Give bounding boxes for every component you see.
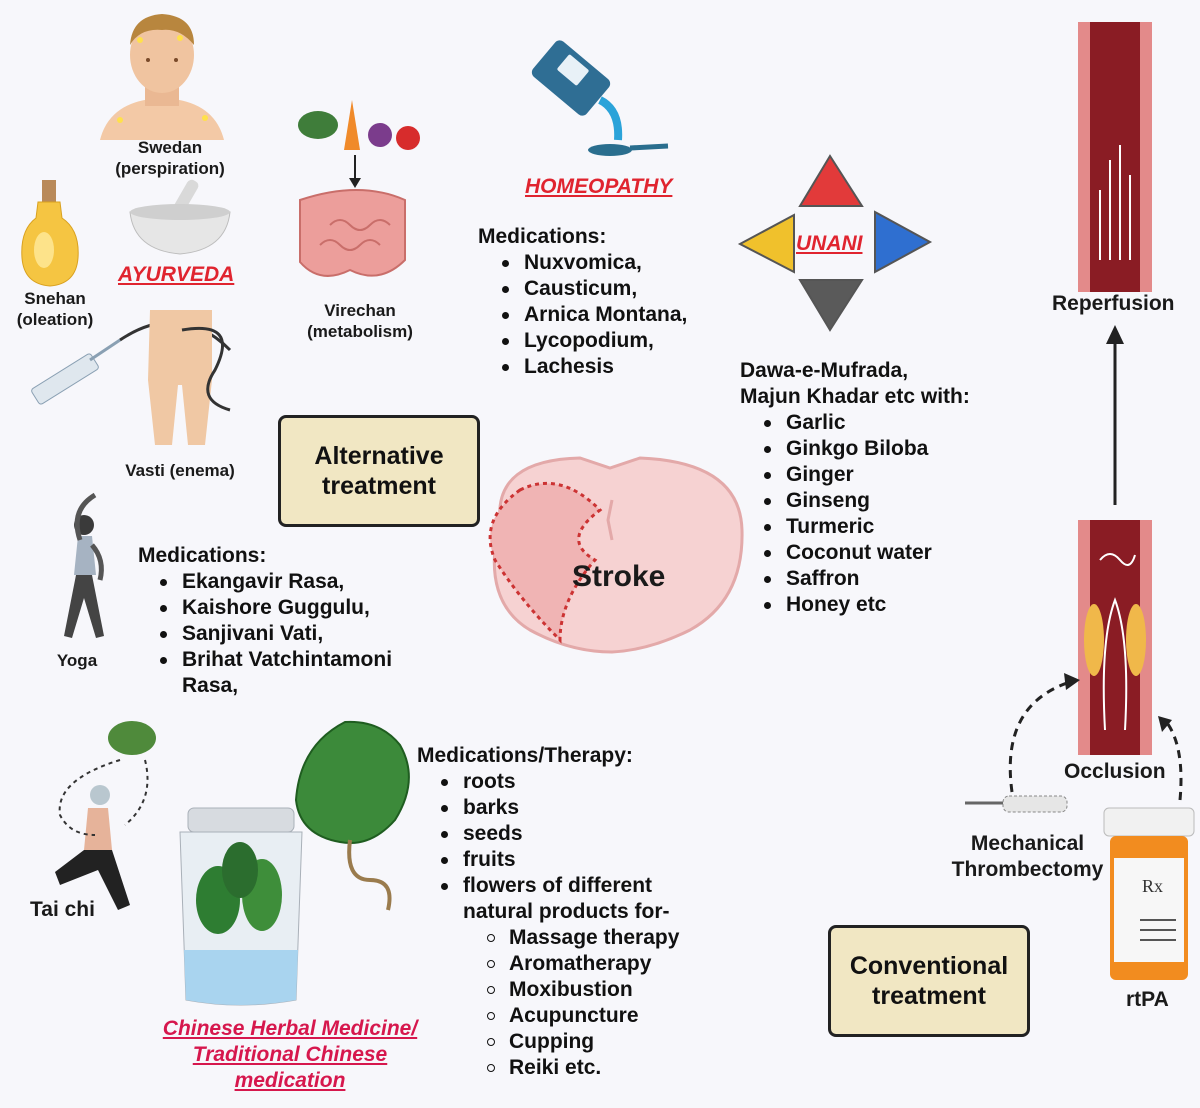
homeopathy-medications-heading: Medications: — [478, 225, 607, 248]
list-item: Garlic — [760, 410, 1000, 436]
list-item: Massage therapy — [483, 925, 707, 951]
chinese-subitems-list: Massage therapy Aromatherapy Moxibustion… — [483, 925, 707, 1081]
list-item: Arnica Montana, — [498, 302, 728, 328]
homeopathy-medications-list: Nuxvomica, Causticum, Arnica Montana, Ly… — [498, 250, 728, 380]
list-item: roots — [437, 769, 707, 795]
brain-stroke-icon — [488, 456, 744, 654]
unani-medications: Dawa-e-Mufrada, Majun Khadar etc with: G… — [740, 358, 1000, 618]
rx-symbol: Rx — [1142, 876, 1164, 896]
conventional-box-line1: Conventional — [849, 952, 1009, 980]
list-item: Cupping — [483, 1029, 707, 1055]
list-item: fruits — [437, 847, 707, 873]
chinese-medicine-title[interactable]: Chinese Herbal Medicine/ Traditional Chi… — [140, 1016, 440, 1094]
list-item: flowers of different natural products fo… — [437, 873, 673, 925]
occlusion-label: Occlusion — [1064, 760, 1166, 783]
unani-triangles-icon — [737, 154, 933, 332]
unani-items-list: Garlic Ginkgo Biloba Ginger Ginseng Turm… — [760, 410, 1000, 618]
ayurveda-medications-heading: Medications: — [138, 544, 267, 567]
vessel-reperfusion-icon — [1078, 22, 1152, 292]
alternative-box-line2: treatment — [322, 472, 436, 500]
swedan-label: Swedan (perspiration) — [95, 137, 245, 179]
grape-leaf-icon — [294, 720, 410, 911]
chinese-title-line1: Chinese Herbal Medicine/ — [162, 1017, 418, 1040]
snehan-subtitle: (oleation) — [16, 310, 94, 329]
list-item: Coconut water — [760, 540, 1000, 566]
ayurveda-medications: Medications: Ekangavir Rasa, Kaishore Gu… — [138, 543, 428, 699]
vasti-label: Vasti (enema) — [125, 461, 235, 480]
list-item: Brihat Vatchintamoni Rasa, — [156, 647, 428, 699]
chinese-title-line3: medication — [234, 1069, 346, 1092]
list-item: Sanjivani Vati, — [156, 621, 428, 647]
homeopathy-title[interactable]: HOMEOPATHY — [525, 175, 673, 198]
thrombectomy-label: Mechanical Thrombectomy — [945, 831, 1110, 883]
rtpa-arrow-icon — [1158, 716, 1183, 801]
virechan-title: Virechan — [324, 301, 396, 320]
virechan-subtitle: (metabolism) — [307, 322, 413, 341]
swedan-title: Swedan — [137, 138, 203, 157]
list-item: Reiki etc. — [483, 1055, 707, 1081]
virechan-label: Virechan (metabolism) — [290, 300, 430, 342]
list-item: barks — [437, 795, 707, 821]
snehan-title: Snehan — [24, 289, 86, 308]
mortar-pestle-icon — [129, 179, 231, 255]
reperfusion-label: Reperfusion — [1052, 292, 1175, 315]
list-item: Lycopodium, — [498, 328, 728, 354]
list-item: Nuxvomica, — [498, 250, 728, 276]
chinese-medications: Medications/Therapy: roots barks seeds f… — [417, 743, 707, 1081]
vegetables-icon — [298, 100, 420, 188]
list-item: Saffron — [760, 566, 1000, 592]
unani-intro-line2: Majun Khadar etc with: — [740, 385, 970, 408]
medicine-bottle-icon — [531, 40, 669, 156]
alternative-box-line1: Alternative — [314, 442, 444, 470]
unani-title[interactable]: UNANI — [796, 232, 863, 255]
conventional-treatment-box: Conventional treatment — [828, 925, 1030, 1037]
herbal-jar-icon — [179, 807, 303, 1006]
list-item: Causticum, — [498, 276, 728, 302]
list-item: Kaishore Guggulu, — [156, 595, 428, 621]
oil-bottle-icon — [21, 180, 79, 287]
conventional-box-line2: treatment — [872, 982, 986, 1010]
ayurveda-medications-list: Ekangavir Rasa, Kaishore Guggulu, Sanjiv… — [156, 569, 428, 699]
list-item: Lachesis — [498, 354, 728, 380]
list-item: seeds — [437, 821, 707, 847]
list-item: Ekangavir Rasa, — [156, 569, 428, 595]
alternative-treatment-box: Alternative treatment — [278, 415, 480, 527]
chinese-title-line2: Traditional Chinese — [192, 1043, 388, 1066]
reperfusion-arrow-icon — [1106, 325, 1124, 505]
tai-chi-label: Tai chi — [30, 898, 95, 921]
homeopathy-medications: Medications: Nuxvomica, Causticum, Arnic… — [478, 224, 728, 380]
list-item: Honey etc — [760, 592, 1000, 618]
rtpa-label: rtPA — [1126, 988, 1169, 1011]
pill-bottle-icon — [1103, 807, 1195, 980]
legs-figure-icon — [148, 310, 231, 445]
list-item: Aromatherapy — [483, 951, 707, 977]
swedan-figure-icon — [100, 14, 224, 140]
stent-icon — [965, 795, 1068, 813]
tai-chi-figure-icon — [55, 721, 156, 910]
list-item: Ginkgo Biloba — [760, 436, 1000, 462]
chinese-medications-heading: Medications/Therapy: — [417, 744, 633, 767]
list-item: Ginger — [760, 462, 1000, 488]
list-item: Turmeric — [760, 514, 1000, 540]
thrombectomy-line2: Thrombectomy — [951, 858, 1104, 881]
yoga-figure-icon — [64, 492, 104, 638]
stroke-label: Stroke — [572, 560, 666, 593]
list-item: Ginseng — [760, 488, 1000, 514]
yoga-label: Yoga — [56, 651, 98, 670]
swedan-subtitle: (perspiration) — [115, 159, 225, 178]
thrombectomy-line1: Mechanical — [970, 832, 1085, 855]
unani-intro-line1: Dawa-e-Mufrada, — [740, 359, 909, 382]
chinese-items-list: roots barks seeds fruits flowers of diff… — [437, 769, 707, 925]
intestine-icon — [299, 189, 406, 277]
ayurveda-title[interactable]: AYURVEDA — [118, 263, 235, 286]
thrombectomy-arrow-icon — [1008, 673, 1080, 793]
snehan-label: Snehan (oleation) — [5, 288, 105, 330]
list-item: Acupuncture — [483, 1003, 707, 1029]
list-item: Moxibustion — [483, 977, 707, 1003]
vessel-occlusion-icon — [1078, 520, 1152, 755]
